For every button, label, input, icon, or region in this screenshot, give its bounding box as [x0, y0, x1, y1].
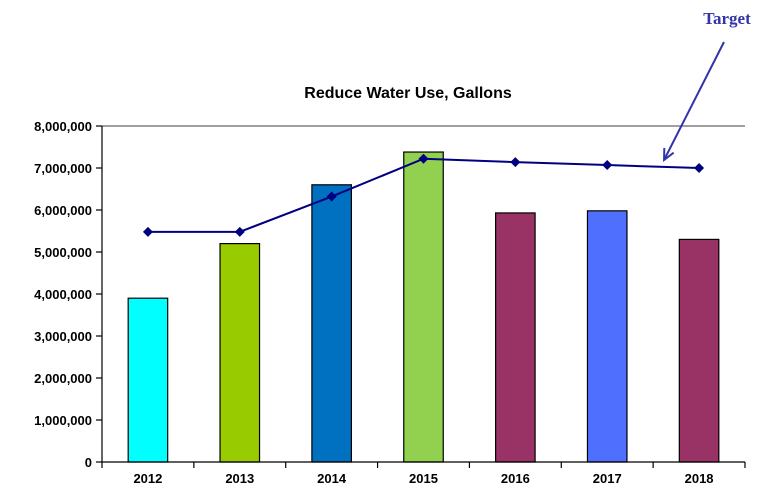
target-annotation: Target	[663, 9, 751, 163]
y-tick-label: 1,000,000	[34, 413, 92, 428]
target-point-2016	[510, 157, 521, 168]
bar-2015	[403, 151, 444, 463]
target-point-2014	[326, 191, 337, 202]
bars	[127, 151, 720, 463]
target-point-2012	[142, 226, 153, 237]
bar-2014	[311, 184, 352, 463]
x-tick-label: 2015	[409, 471, 438, 486]
target-arrow	[663, 41, 725, 161]
target-point-2017	[602, 160, 613, 171]
x-tick-label: 2014	[317, 471, 347, 486]
target-line	[142, 153, 705, 237]
bar-2017	[586, 210, 628, 463]
x-tick-label: 2016	[501, 471, 530, 486]
target-arrow-head	[663, 147, 675, 163]
y-tick-label: 5,000,000	[34, 245, 92, 260]
bar-2013	[219, 243, 261, 463]
y-tick-label: 8,000,000	[34, 119, 92, 134]
x-tick-label: 2017	[593, 471, 622, 486]
target-point-2015	[418, 153, 429, 164]
y-tick-label: 6,000,000	[34, 203, 92, 218]
bar-2018	[678, 238, 720, 463]
chart-title: Reduce Water Use, Gallons	[304, 85, 512, 102]
x-tick-label: 2013	[225, 471, 254, 486]
bar-2012	[127, 297, 169, 463]
y-tick-label: 7,000,000	[34, 161, 92, 176]
axes: 0 1,000,000 2,000,000 3,000,000 4,000,000 5,0…	[34, 119, 746, 486]
y-tick-label: 2,000,000	[34, 371, 92, 386]
target-point-2013	[234, 226, 245, 237]
bar-2016	[495, 212, 536, 463]
target-point-2018	[694, 163, 705, 173]
x-tick-label: 2012	[133, 471, 162, 486]
y-tick-label: 4,000,000	[34, 287, 92, 302]
target-label: Target	[703, 9, 751, 28]
x-tick-label: 2018	[685, 471, 714, 486]
y-tick-label: 3,000,000	[34, 329, 92, 344]
y-tick-label: 0	[85, 455, 92, 470]
